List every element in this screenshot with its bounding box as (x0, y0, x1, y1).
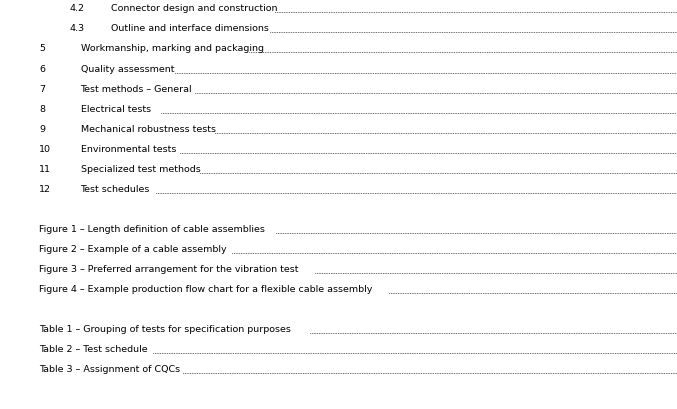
Text: Electrical tests: Electrical tests (81, 105, 151, 114)
Text: Figure 1 – Length definition of cable assemblies: Figure 1 – Length definition of cable as… (39, 225, 265, 234)
Text: Quality assessment: Quality assessment (81, 64, 177, 73)
Text: Mechanical robustness tests: Mechanical robustness tests (81, 125, 215, 134)
Text: Figure 2 – Example of a cable assembly: Figure 2 – Example of a cable assembly (39, 245, 230, 254)
Text: Table 2 – Test schedule: Table 2 – Test schedule (39, 344, 148, 353)
Text: Table 3 – Assignment of CQCs: Table 3 – Assignment of CQCs (39, 364, 183, 373)
Text: Specialized test methods: Specialized test methods (81, 165, 200, 174)
Text: 8: 8 (39, 105, 45, 114)
Text: Test schedules: Test schedules (81, 185, 153, 194)
Text: Figure 4 – Example production flow chart for a flexible cable assembly: Figure 4 – Example production flow chart… (39, 285, 375, 294)
Text: 7: 7 (39, 85, 45, 93)
Text: 9: 9 (39, 125, 45, 134)
Text: Environmental tests: Environmental tests (81, 145, 179, 154)
Text: 6: 6 (39, 64, 45, 73)
Text: Outline and interface dimensions: Outline and interface dimensions (111, 24, 269, 33)
Text: 10: 10 (39, 145, 51, 154)
Text: Test methods – General: Test methods – General (81, 85, 195, 93)
Text: 4.3: 4.3 (70, 24, 85, 33)
Text: Figure 3 – Preferred arrangement for the vibration test: Figure 3 – Preferred arrangement for the… (39, 265, 301, 274)
Text: 11: 11 (39, 165, 51, 174)
Text: 4.2: 4.2 (70, 4, 85, 13)
Text: Connector design and construction: Connector design and construction (111, 4, 278, 13)
Text: 12: 12 (39, 185, 51, 194)
Text: 5: 5 (39, 44, 45, 53)
Text: Table 1 – Grouping of tests for specification purposes: Table 1 – Grouping of tests for specific… (39, 324, 294, 333)
Text: Workmanship, marking and packaging: Workmanship, marking and packaging (81, 44, 263, 53)
